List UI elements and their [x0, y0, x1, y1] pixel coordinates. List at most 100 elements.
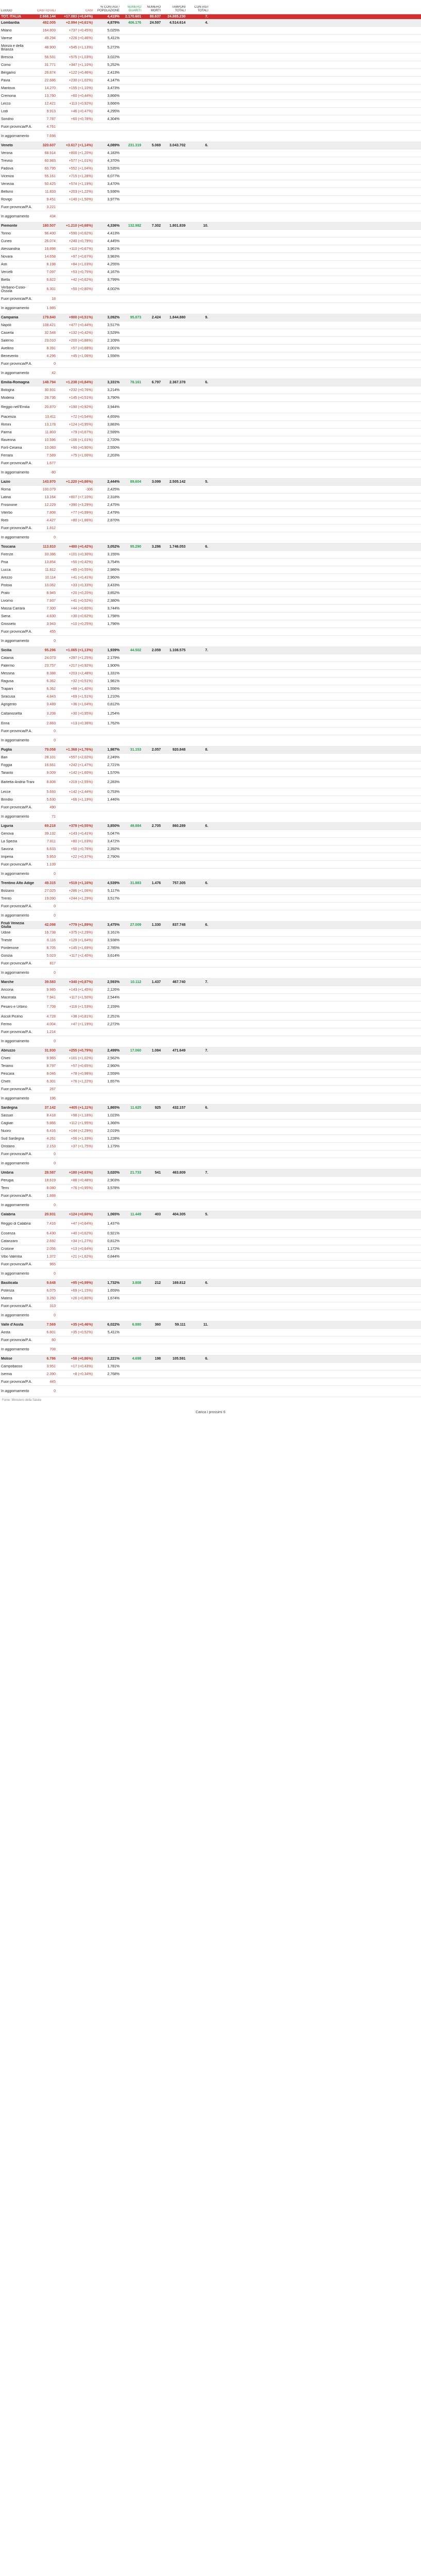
province-row[interactable]: Arezzo 10.114 +41 (+0,41%) 2,960% [0, 574, 421, 582]
province-row[interactable]: Crotone 2.056 +13 (+0,64%) 1,172% [0, 1245, 421, 1253]
province-row[interactable]: Viterbo 7.808 +77 (+0,99%) 2,479% [0, 509, 421, 517]
province-row[interactable]: In aggiornamento 0 [0, 1158, 421, 1170]
province-row[interactable]: Pisa 13.854 +50 (+0,42%) 3,754% [0, 558, 421, 566]
province-row[interactable]: Grosseto 3.943 +10 (+0,25%) 1,796% [0, 620, 421, 628]
province-row[interactable]: Agrigento 3.489 +36 (+1,04%) 0,812% [0, 701, 421, 708]
province-row[interactable]: Lucca 11.812 +85 (+0,55%) 2,986% [0, 566, 421, 574]
province-row[interactable]: Forlì-Cesena 10.083 +90 (+0,90%) 2,550% [0, 444, 421, 452]
province-row[interactable]: Lodi 9.913 +46 (+0,47%) 4,295% [0, 108, 421, 115]
province-row[interactable]: In aggiornamento 0 [0, 910, 421, 922]
region-row[interactable]: Liguria 69.218 +378 (+0,55%) 3,850% 49.884 2.… [0, 823, 421, 830]
province-row[interactable]: Torino 96.400 +590 (+0,62%) 4,413% [0, 230, 421, 238]
region-row[interactable]: Trentino Alto Adige 49.315 +519 (+1,16%) 4,… [0, 880, 421, 887]
province-row[interactable]: Bologna 30.931 +232 (+0,76%) 3,214% [0, 386, 421, 394]
province-row[interactable]: Potenza 6.075 +69 (+1,15%) 1,659% [0, 1287, 421, 1295]
province-row[interactable]: Piacenza 13.411 +72 (+0,54%) 4,659% [0, 413, 421, 421]
province-row[interactable]: In aggiornamento 0 [0, 1200, 421, 1211]
province-row[interactable]: Cuneo 26.074 +240 (+0,79%) 4,445% [0, 238, 421, 245]
province-row[interactable]: In aggiornamento 71 [0, 811, 421, 823]
province-row[interactable]: Reggio di Calabria 7.416 +47 (+0,64%) 1,437… [0, 1218, 421, 1230]
province-row[interactable]: Chieti 6.301 +76 (+1,22%) 1,657% [0, 1078, 421, 1086]
province-row[interactable]: Gorizia 5.023 +117 (+2,40%) 3,614% [0, 952, 421, 960]
province-row[interactable]: Vercelli 7.097 +53 (+0,75%) 4,167% [0, 268, 421, 276]
province-row[interactable]: Fuori provincia/P.A. 3.221 [0, 204, 421, 211]
province-row[interactable]: Bolzano 27.025 +286 (+1,06%) 5,117% [0, 887, 421, 895]
province-row[interactable]: Fuori provincia/P.A. 0 [0, 727, 421, 735]
province-row[interactable]: Pistoia 10.062 +33 (+0,33%) 3,433% [0, 582, 421, 589]
province-row[interactable]: Macerata 7.941 +117 (+1,50%) 2,544% [0, 994, 421, 1002]
region-row[interactable]: Sardegna 37.142 +405 (+1,11%) 1,865% 11.625 9… [0, 1105, 421, 1112]
header-cell[interactable]: CASI [85, 9, 93, 12]
province-row[interactable]: Varese 49.294 +226 (+0,46%) 5,411% [0, 35, 421, 42]
province-row[interactable]: Genova 39.132 +143 (+0,41%) 5,047% [0, 830, 421, 838]
province-row[interactable]: Catania 24.073 +297 (+1,25%) 2,179% [0, 654, 421, 662]
region-row[interactable]: Sicilia 95.296 +1.065 (+1,13%) 1,939% 44.502… [0, 647, 421, 654]
province-row[interactable]: In aggiornamento 0 [0, 1036, 421, 1047]
province-row[interactable]: Treviso 60.983 +577 (+1,01%) 4,370% [0, 157, 421, 165]
province-row[interactable]: Pordenone 8.705 +145 (+1,69%) 2,785% [0, 944, 421, 952]
province-row[interactable]: Cosenza 6.430 +40 (+0,62%) 0,921% [0, 1230, 421, 1238]
province-row[interactable]: Caltanissetta 3.208 +30 (+0,95%) 1,254% [0, 708, 421, 720]
region-row[interactable]: Molise 6.786 +58 (+0,86%) 2,221% 4.698 198 105… [0, 1355, 421, 1363]
header-cell[interactable]: LUOGO [1, 9, 12, 12]
province-row[interactable]: Foggia 16.661 +242 (+1,47%) 2,721% [0, 761, 421, 769]
province-row[interactable]: In aggiornamento -80 [0, 467, 421, 479]
province-row[interactable]: La Spezia 7.811 +80 (+1,03%) 3,472% [0, 838, 421, 845]
province-row[interactable]: Ancona 9.985 +143 (+1,45%) 2,126% [0, 986, 421, 994]
province-row[interactable]: Biella 6.822 +42 (+0,62%) 3,799% [0, 276, 421, 284]
province-row[interactable]: Fuori provincia/P.A. 1.214 [0, 1028, 421, 1036]
province-row[interactable]: Livorno 7.937 +41 (+0,52%) 2,380% [0, 597, 421, 605]
province-row[interactable]: Fuori provincia/P.A. 4.761 [0, 123, 421, 131]
province-row[interactable]: In aggiornamento 0 [0, 968, 421, 979]
province-row[interactable]: Fuori provincia/P.A. 965 [0, 1261, 421, 1268]
province-row[interactable]: Lecce 5.693 +142 (+2,44%) 0,753% [0, 788, 421, 796]
province-row[interactable]: Fuori provincia/P.A. 18 [0, 295, 421, 303]
region-row[interactable]: Lombardia 492.005 +2.994 (+0,61%) 4,879% 406… [0, 20, 421, 27]
province-row[interactable]: Trapani 6.362 +88 (+1,40%) 1,556% [0, 685, 421, 693]
province-row[interactable]: Frosinone 12.229 +390 (+3,29%) 2,475% [0, 501, 421, 509]
province-row[interactable]: Brindisi 5.630 +66 (+1,19%) 1,446% [0, 796, 421, 804]
header-cell[interactable]: CASI TOTALI [37, 9, 56, 12]
province-row[interactable]: Fuori provincia/P.A. 817 [0, 960, 421, 968]
province-row[interactable]: Cremona 13.760 +60 (+0,44%) 3,866% [0, 92, 421, 100]
province-row[interactable]: Perugia 18.619 +88 (+0,48%) 2,903% [0, 1177, 421, 1184]
province-row[interactable]: Fermo 4.004 +47 (+1,19%) 2,272% [0, 1021, 421, 1028]
province-row[interactable]: In aggiornamento 434 [0, 211, 421, 223]
province-row[interactable]: In aggiornamento 708 [0, 1344, 421, 1355]
province-row[interactable]: Alessandria 16.898 +110 (+0,67%) 3,961% [0, 245, 421, 253]
province-row[interactable]: Ascoli Piceno 4.728 +38 (+0,81%) 2,251% [0, 1013, 421, 1021]
header-cell[interactable]: NUMERO GUARITI [127, 6, 141, 12]
province-row[interactable]: In aggiornamento 0 [0, 636, 421, 647]
province-row[interactable]: Udine 16.738 +375 (+2,29%) 3,161% [0, 929, 421, 937]
province-row[interactable]: Oristano 2.153 +37 (+1,75%) 1,179% [0, 1143, 421, 1150]
province-row[interactable]: In aggiornamento 0 [0, 1310, 421, 1321]
province-row[interactable]: Parma 11.803 +79 (+0,67%) 2,599% [0, 429, 421, 436]
province-row[interactable]: Firenze 33.386 +101 (+0,30%) 3,155% [0, 551, 421, 558]
province-row[interactable]: Avellino 8.391 +57 (+0,68%) 2,001% [0, 345, 421, 352]
province-row[interactable]: Taranto 9.009 +142 (+1,60%) 1,570% [0, 769, 421, 777]
province-row[interactable]: Ravenna 10.596 +106 (+1,01%) 2,720% [0, 436, 421, 444]
province-row[interactable]: Rieti 4.427 +80 (+1,86%) 2,870% [0, 517, 421, 524]
province-row[interactable]: Fuori provincia/P.A. 445 [0, 1378, 421, 1386]
province-row[interactable]: Vicenza 55.161 +715 (+1,28%) 6,077% [0, 173, 421, 180]
province-row[interactable]: Fuori provincia/P.A. 1.812 [0, 524, 421, 532]
province-row[interactable]: Campobasso 3.951 +17 (+0,43%) 1,781% [0, 1363, 421, 1370]
province-row[interactable]: Ragusa 6.362 +32 (+0,51%) 1,981% [0, 677, 421, 685]
region-row[interactable]: Veneto 320.607 +3.617 (+1,14%) 4,089% 231.31… [0, 142, 421, 149]
region-row[interactable]: Puglia 79.058 +1.368 (+1,76%) 1,987% 31.153 2… [0, 747, 421, 754]
region-row[interactable]: Lazio 143.970 +1.220 (+0,86%) 2,444% 89.604 3… [0, 479, 421, 486]
province-row[interactable]: Como 31.771 +347 (+1,10%) 5,252% [0, 61, 421, 69]
province-row[interactable]: In aggiornamento 196 [0, 1093, 421, 1105]
province-row[interactable]: Aosta 6.801 +35 (+0,52%) 5,411% [0, 1329, 421, 1336]
province-row[interactable]: Fuori provincia/P.A. 313 [0, 1302, 421, 1310]
province-row[interactable]: Pescara 8.046 +78 (+0,98%) 2,559% [0, 1070, 421, 1078]
load-more-button[interactable]: Carica i prossimi 6 [195, 1411, 226, 1414]
province-row[interactable]: Fuori provincia/P.A. 0 [0, 903, 421, 910]
province-row[interactable]: Fuori provincia/P.A. 267 [0, 1086, 421, 1093]
province-row[interactable]: Sondrio 7.787 +60 (+0,78%) 4,304% [0, 115, 421, 123]
province-row[interactable]: Isernia 2.390 +8 (+0,34%) 2,768% [0, 1370, 421, 1378]
province-row[interactable]: Massa Carrara 7.300 +44 (+0,60%) 3,744% [0, 605, 421, 613]
province-row[interactable]: Lecco 12.421 +113 (+0,92%) 3,666% [0, 100, 421, 108]
province-row[interactable]: Brescia 56.531 +575 (+1,03%) 3,022% [0, 54, 421, 61]
italia-total-row[interactable]: TOT. ITALIA 2.668.144 +17.083 (+0,64%) 4,41… [0, 14, 421, 20]
